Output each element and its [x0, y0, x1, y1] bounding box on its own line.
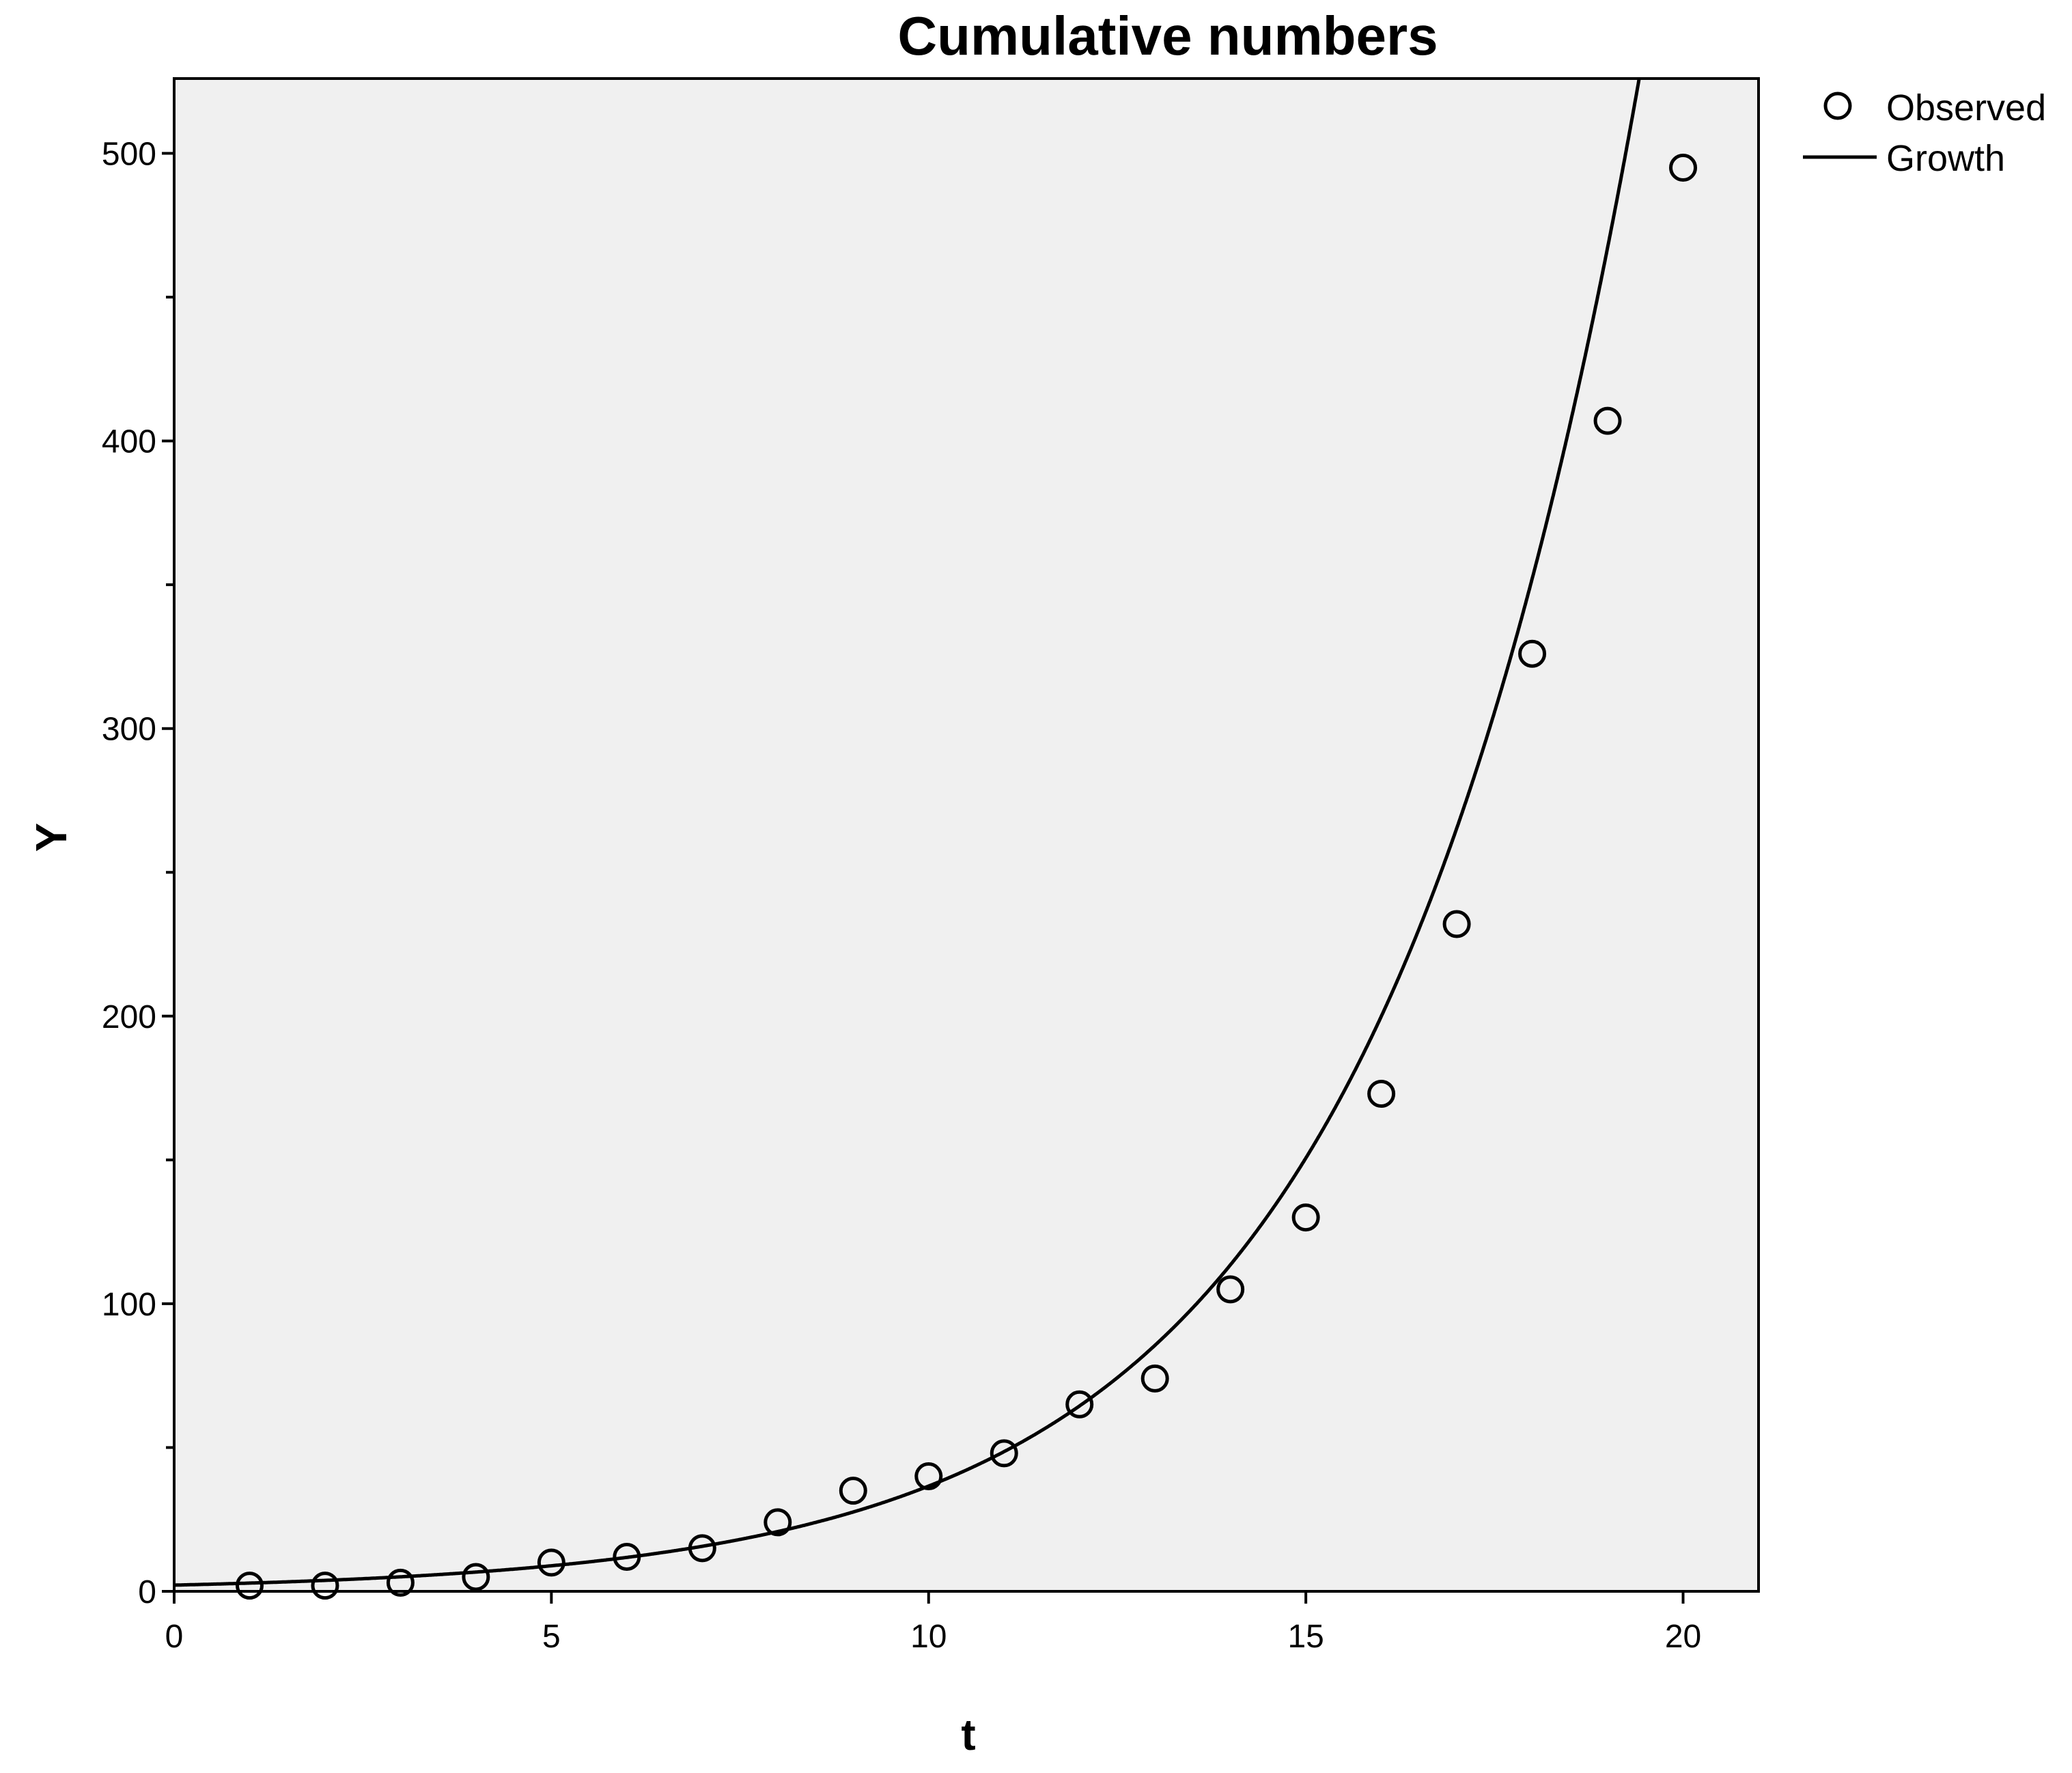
x-tick-label: 5	[542, 1619, 561, 1655]
observed-point	[764, 1508, 792, 1537]
observed-point	[1669, 154, 1698, 182]
y-tick-label: 300	[102, 712, 156, 748]
observed-point	[311, 1572, 339, 1600]
x-axis-title: t	[961, 1710, 975, 1759]
legend: Observed Growth	[1803, 87, 2046, 179]
observed-point	[839, 1477, 867, 1505]
growth-curve	[174, 78, 1641, 1587]
observed-point	[688, 1534, 716, 1563]
observed-point	[1593, 406, 1622, 435]
y-axis-ticks: 0 100 200 300 400 500	[102, 136, 174, 1610]
observed-point	[1367, 1079, 1396, 1108]
y-tick-label: 0	[138, 1574, 156, 1610]
x-tick-label: 15	[1287, 1619, 1324, 1655]
observed-point	[235, 1572, 264, 1600]
x-tick-label: 0	[165, 1619, 184, 1655]
legend-observed-marker	[1823, 92, 1852, 120]
plot-area	[173, 77, 1760, 1593]
y-tick-label: 200	[102, 999, 156, 1035]
legend-observed-label: Observed	[1886, 87, 2046, 128]
x-axis-ticks: 0 5 10 15 20	[165, 1591, 1701, 1655]
x-tick-label: 10	[910, 1619, 947, 1655]
observed-point	[1216, 1275, 1245, 1304]
observed-point	[613, 1542, 641, 1571]
y-axis-title: Y	[27, 823, 76, 852]
observed-point	[1291, 1203, 1320, 1232]
observed-point	[1518, 639, 1547, 668]
y-tick-label: 100	[102, 1287, 156, 1323]
observed-point	[990, 1439, 1018, 1468]
chart-title: Cumulative numbers	[897, 5, 1438, 66]
observed-point	[1065, 1390, 1094, 1419]
observed-point	[914, 1462, 943, 1491]
y-tick-label: 400	[102, 424, 156, 460]
observed-point	[537, 1548, 565, 1577]
y-tick-label: 500	[102, 136, 156, 172]
observed-point	[386, 1568, 415, 1597]
observed-points	[235, 154, 1698, 1600]
observed-point	[1442, 910, 1471, 938]
legend-growth-label: Growth	[1886, 138, 2005, 179]
observed-point	[462, 1563, 490, 1591]
observed-point	[1140, 1364, 1169, 1393]
x-tick-label: 20	[1665, 1619, 1701, 1655]
